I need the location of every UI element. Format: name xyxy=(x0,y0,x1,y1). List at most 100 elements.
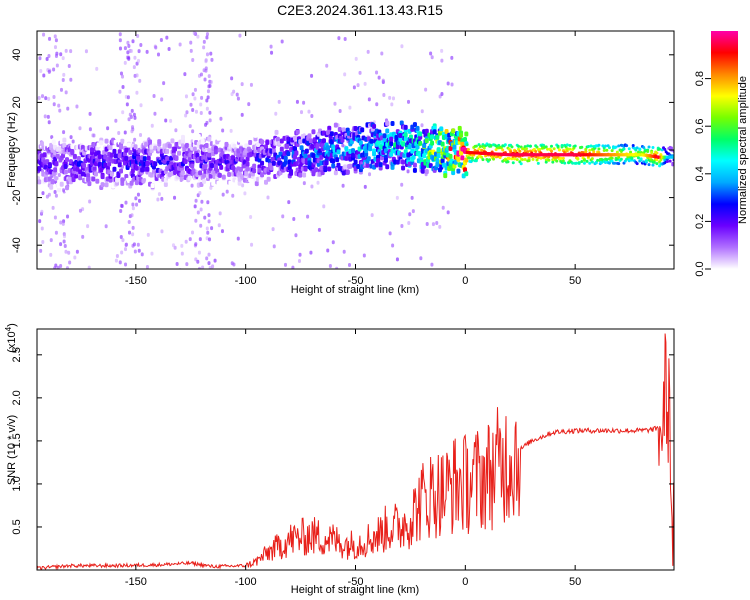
heatmap-cell xyxy=(41,240,45,245)
heatmap-cell xyxy=(156,52,160,57)
heatmap-cell xyxy=(672,155,674,159)
heatmap-cell xyxy=(584,150,588,154)
heatmap-cell xyxy=(597,147,601,151)
heatmap-cell xyxy=(203,164,208,170)
heatmap-cell xyxy=(133,115,137,120)
heatmap-cell xyxy=(54,161,59,167)
heatmap-cell xyxy=(333,122,338,128)
heatmap-cell xyxy=(177,150,182,156)
heatmap-cell xyxy=(184,94,188,99)
heatmap-cell xyxy=(388,95,392,100)
heatmap-cell xyxy=(86,177,91,183)
heatmap-cell xyxy=(370,213,374,218)
heatmap-cell xyxy=(64,157,69,163)
heatmap-cell xyxy=(95,66,99,71)
spectrogram-xtick-label: -100 xyxy=(235,275,257,287)
heatmap-cell xyxy=(630,156,634,160)
heatmap-cell xyxy=(274,129,279,135)
heatmap-cell xyxy=(124,156,129,162)
heatmap-cell xyxy=(40,209,44,214)
heatmap-cell xyxy=(298,139,303,145)
heatmap-cell xyxy=(118,32,122,37)
heatmap-cell xyxy=(556,144,560,148)
heatmap-cell xyxy=(202,178,207,184)
heatmap-cell xyxy=(39,68,43,73)
heatmap-cell xyxy=(411,209,415,214)
heatmap-cell xyxy=(323,165,328,171)
heatmap-cell xyxy=(211,264,215,269)
heatmap-cell xyxy=(607,161,611,165)
heatmap-cell xyxy=(324,160,329,166)
heatmap-cell xyxy=(47,96,51,101)
heatmap-cell xyxy=(134,180,139,186)
heatmap-cell xyxy=(285,143,290,149)
heatmap-cell xyxy=(161,136,166,142)
heatmap-cell xyxy=(120,177,125,183)
heatmap-cell xyxy=(188,237,192,242)
heatmap-cell xyxy=(37,183,40,189)
heatmap-cell xyxy=(194,198,198,203)
heatmap-cell xyxy=(607,146,611,150)
heatmap-cell xyxy=(452,163,457,169)
heatmap-cell xyxy=(282,173,287,179)
heatmap-cell xyxy=(37,179,42,185)
heatmap-cell xyxy=(90,147,95,153)
heatmap-cell xyxy=(116,173,121,179)
heatmap-cell xyxy=(382,133,387,139)
heatmap-cell xyxy=(412,122,417,128)
heatmap-cell xyxy=(669,146,673,150)
heatmap-cell xyxy=(668,159,672,163)
heatmap-cell xyxy=(519,162,523,166)
heatmap-cell xyxy=(160,229,164,234)
heatmap-cell xyxy=(401,159,406,165)
heatmap-cell xyxy=(513,157,517,161)
heatmap-cell xyxy=(590,160,594,164)
heatmap-cell xyxy=(389,136,394,142)
heatmap-cell xyxy=(121,110,125,115)
heatmap-cell xyxy=(160,196,164,201)
heatmap-cell xyxy=(309,250,313,255)
heatmap-cell xyxy=(605,158,609,162)
heatmap-cell xyxy=(592,150,596,154)
heatmap-cell xyxy=(86,224,90,229)
heatmap-cell xyxy=(403,136,408,142)
heatmap-cell xyxy=(303,166,308,172)
heatmap-cell xyxy=(473,148,477,152)
heatmap-cell xyxy=(127,56,131,61)
heatmap-cell xyxy=(39,248,43,253)
heatmap-cell xyxy=(565,143,569,147)
heatmap-cell xyxy=(501,148,505,152)
heatmap-cell xyxy=(68,260,72,265)
heatmap-cell xyxy=(121,238,125,243)
heatmap-cell xyxy=(202,45,206,50)
heatmap-cell xyxy=(248,140,253,146)
snr-background xyxy=(37,329,674,570)
heatmap-cell xyxy=(193,204,197,209)
heatmap-cell xyxy=(403,124,408,130)
heatmap-cell xyxy=(659,158,663,162)
heatmap-cell xyxy=(120,138,125,144)
heatmap-cell xyxy=(480,155,484,159)
heatmap-cell xyxy=(189,40,193,45)
heatmap-cell xyxy=(129,48,133,53)
heatmap-cell xyxy=(271,148,276,154)
heatmap-cell xyxy=(56,265,60,269)
heatmap-cell xyxy=(352,85,356,90)
heatmap-cell xyxy=(381,78,385,83)
heatmap-cell xyxy=(208,173,213,179)
heatmap-cell xyxy=(131,225,135,230)
heatmap-cell xyxy=(615,150,619,154)
heatmap-cell xyxy=(238,166,243,172)
heatmap-cell xyxy=(205,256,209,261)
heatmap-cell xyxy=(400,182,404,187)
heatmap-cell xyxy=(652,160,656,164)
heatmap-cell xyxy=(124,147,129,153)
heatmap-cell xyxy=(206,89,210,94)
heatmap-cell xyxy=(424,128,429,134)
spectrogram-ytick-label: -40 xyxy=(11,237,23,253)
heatmap-cell xyxy=(114,118,118,123)
heatmap-cell xyxy=(124,200,128,205)
heatmap-cell xyxy=(617,162,621,166)
heatmap-cell xyxy=(53,167,58,173)
heatmap-cell xyxy=(194,218,198,223)
